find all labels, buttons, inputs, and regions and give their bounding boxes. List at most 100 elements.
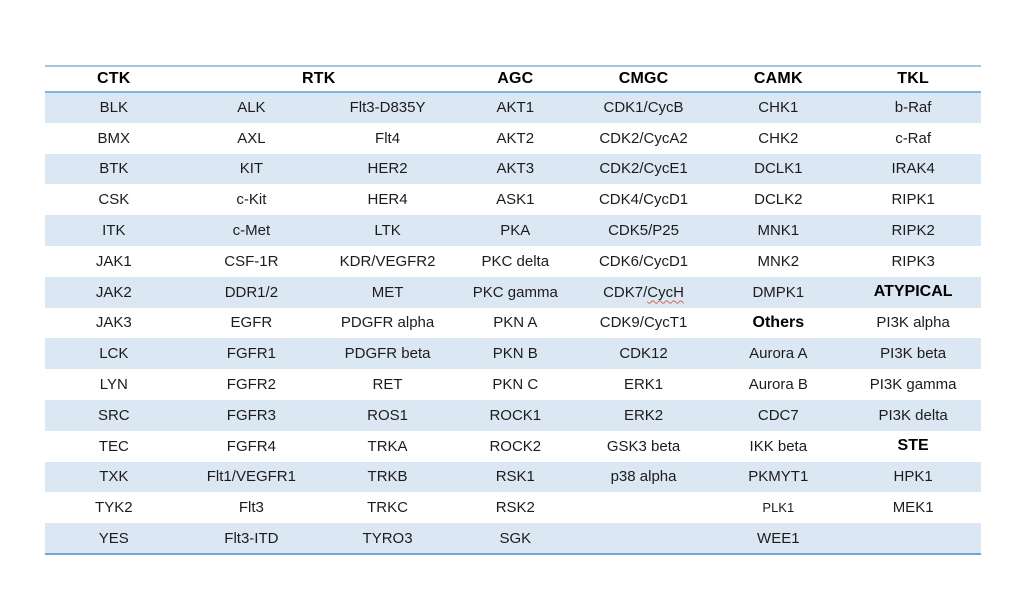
table-cell: JAK1 bbox=[95, 252, 132, 270]
table-cell: CDK4/CycD1 bbox=[598, 191, 689, 209]
table-cell: PI3K beta bbox=[880, 345, 947, 363]
table-header-row: CTK RTK AGC CMGC CAMK TKL bbox=[45, 66, 981, 92]
table-cell: c-Raf bbox=[895, 129, 932, 147]
table-cell: PI3K gamma bbox=[869, 376, 957, 394]
table-row: JAK2 DDR1/2 MET PKC gamma CDK7/CycH DMPK1 ATYP… bbox=[45, 276, 981, 308]
table-cell bbox=[576, 492, 712, 523]
table-cell: HER4 bbox=[367, 191, 408, 209]
table-cell: CDK12 bbox=[619, 345, 668, 363]
table-cell: HPK1 bbox=[893, 468, 933, 486]
table-cell: ROCK2 bbox=[489, 437, 542, 455]
table-cell: RIPK3 bbox=[891, 252, 935, 270]
table-row: JAK3 EGFR PDGFR alpha PKN A CDK9/CycT1 Others… bbox=[45, 308, 981, 339]
table-cell bbox=[576, 523, 712, 554]
table-cell: Flt3 bbox=[238, 499, 264, 517]
column-header-cmgc: CMGC bbox=[575, 66, 712, 92]
table-cell: MET bbox=[371, 283, 404, 301]
table-cell: PDGFR beta bbox=[344, 345, 431, 363]
table-row: BTK KIT HER2 AKT3 CDK2/CycE1 DCLK1 IRAK4 bbox=[45, 153, 981, 185]
category-label-cell: ATYPICAL bbox=[873, 283, 953, 301]
table-cell: PKN A bbox=[493, 314, 538, 332]
table-cell: CSF-1R bbox=[224, 252, 279, 270]
kinase-classification-table-container: CTK RTK AGC CMGC CAMK TKL BLK ALK Flt3-D835Y AKT… bbox=[45, 65, 981, 555]
table-cell: CDK5/P25 bbox=[608, 222, 679, 240]
table-cell: LCK bbox=[99, 345, 129, 363]
table-cell: TRKA bbox=[367, 437, 408, 455]
table-cell: IKK beta bbox=[749, 437, 808, 455]
table-cell: AXL bbox=[237, 129, 266, 147]
table-row: TYK2 Flt3 TRKC RSK2 PLK1 MEK1 bbox=[45, 492, 981, 523]
table-cell: c-Kit bbox=[236, 191, 267, 209]
table-row: YES Flt3-ITD TYRO3 SGK WEE1 bbox=[45, 523, 981, 554]
table-row: JAK1 CSF-1R KDR/VEGFR2 PKC delta CDK6/CycD1 M… bbox=[45, 246, 981, 277]
table-cell: WEE1 bbox=[757, 529, 800, 547]
table-cell: ERK2 bbox=[623, 406, 664, 424]
table-cell: GSK3 beta bbox=[606, 437, 681, 455]
table-cell: PI3K alpha bbox=[876, 314, 950, 332]
table-cell: BMX bbox=[97, 129, 131, 147]
table-cell: CDK1/CycB bbox=[603, 99, 684, 117]
table-cell: SRC bbox=[97, 406, 130, 424]
table-cell: KDR/VEGFR2 bbox=[339, 252, 436, 270]
column-header-ctk: CTK bbox=[45, 66, 183, 92]
table-cell: Flt1/VEGFR1 bbox=[206, 468, 296, 486]
table-cell: JAK2 bbox=[95, 283, 132, 301]
table-cell: MEK1 bbox=[892, 499, 934, 517]
table-cell: c-Met bbox=[232, 222, 271, 240]
table-row: BLK ALK Flt3-D835Y AKT1 CDK1/CycB CHK1 b-Raf bbox=[45, 92, 981, 123]
category-label-cell: STE bbox=[897, 437, 929, 455]
table-cell bbox=[845, 523, 981, 554]
column-header-camk: CAMK bbox=[711, 66, 846, 92]
table-cell: CDK6/CycD1 bbox=[598, 252, 689, 270]
table-cell: CDK2/CycE1 bbox=[599, 160, 688, 178]
table-cell: SGK bbox=[499, 529, 532, 547]
table-cell: p38 alpha bbox=[610, 468, 677, 486]
table-cell: b-Raf bbox=[894, 99, 932, 117]
table-cell: BLK bbox=[99, 99, 128, 117]
table-cell: DDR1/2 bbox=[224, 283, 279, 301]
table-cell: PKA bbox=[500, 222, 531, 240]
table-cell: Aurora A bbox=[749, 345, 808, 363]
table-cell: RIPK2 bbox=[891, 222, 935, 240]
table-cell: PKC gamma bbox=[472, 283, 558, 301]
table-cell: PKN B bbox=[492, 345, 538, 363]
table-cell: CDC7 bbox=[757, 406, 799, 424]
table-cell: AKT2 bbox=[496, 129, 535, 147]
table-cell: ERK1 bbox=[623, 376, 664, 394]
table-cell: CHK2 bbox=[758, 129, 799, 147]
table-cell: DCLK1 bbox=[754, 160, 803, 178]
table-cell: TYK2 bbox=[95, 499, 133, 517]
table-cell: HER2 bbox=[367, 160, 408, 178]
table-row: CSK c-Kit HER4 ASK1 CDK4/CycD1 DCLK2 RIPK1 bbox=[45, 184, 981, 215]
table-body: BLK ALK Flt3-D835Y AKT1 CDK1/CycB CHK1 b-Raf BM… bbox=[45, 92, 981, 554]
table-cell: TYRO3 bbox=[362, 529, 413, 547]
table-cell: Flt4 bbox=[375, 129, 401, 147]
table-cell: Flt3-D835Y bbox=[349, 99, 426, 117]
table-cell: RSK2 bbox=[495, 499, 535, 517]
table-cell: ALK bbox=[237, 99, 266, 117]
table-cell: TRKC bbox=[367, 499, 408, 517]
table-cell: IRAK4 bbox=[891, 160, 935, 178]
table-row: ITK c-Met LTK PKA CDK5/P25 MNK1 RIPK2 bbox=[45, 215, 981, 246]
table-cell: PI3K delta bbox=[878, 406, 948, 424]
table-cell: PKMYT1 bbox=[748, 468, 809, 486]
table-cell: DCLK2 bbox=[754, 191, 803, 209]
table-cell: LYN bbox=[99, 376, 128, 394]
table-cell: JAK3 bbox=[95, 314, 132, 332]
table-cell: AKT1 bbox=[496, 99, 535, 117]
table-cell: PKN C bbox=[492, 376, 539, 394]
column-header-tkl: TKL bbox=[845, 66, 981, 92]
table-cell: ASK1 bbox=[496, 191, 535, 209]
table-cell: RSK1 bbox=[495, 468, 535, 486]
table-row: TXK Flt1/VEGFR1 TRKB RSK1 p38 alpha PKMYT1 HPK… bbox=[45, 461, 981, 493]
table-cell: CHK1 bbox=[758, 99, 799, 117]
table-cell: PDGFR alpha bbox=[340, 314, 435, 332]
table-cell: TEC bbox=[98, 437, 129, 455]
table-cell: DMPK1 bbox=[752, 283, 805, 301]
table-cell: PKC delta bbox=[481, 252, 550, 270]
table-cell: RIPK1 bbox=[891, 191, 935, 209]
table-row: TEC FGFR4 TRKA ROCK2 GSK3 beta IKK beta STE bbox=[45, 431, 981, 462]
table-cell: LTK bbox=[374, 222, 401, 240]
table-cell: FGFR3 bbox=[226, 406, 276, 424]
kinase-classification-table: CTK RTK AGC CMGC CAMK TKL BLK ALK Flt3-D835Y AKT… bbox=[45, 65, 981, 555]
